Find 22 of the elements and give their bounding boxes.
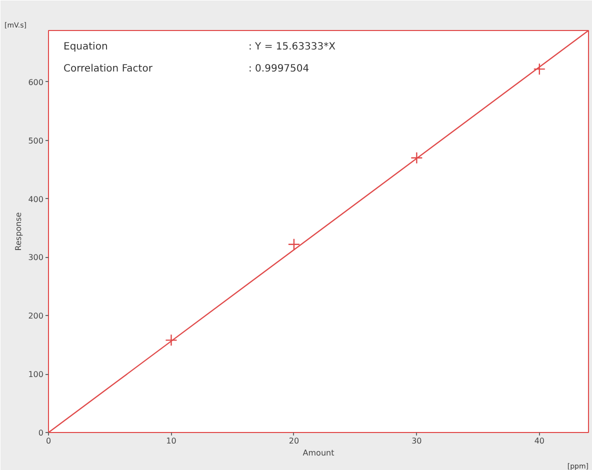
x-tick-label: 20 — [288, 436, 300, 446]
y-tick-label: 100 — [28, 370, 44, 380]
annotation: Equation — [64, 42, 108, 52]
x-tick-label: 10 — [166, 436, 176, 446]
point — [165, 334, 178, 346]
point — [533, 62, 546, 76]
point — [410, 152, 423, 164]
y-tick-label: 0 — [38, 428, 44, 438]
y-tick-label: 200 — [28, 312, 44, 321]
annotation: Correlation Factor — [64, 64, 154, 74]
x-tick-label: 30 — [412, 436, 422, 446]
y-tick-label: 300 — [28, 253, 44, 262]
x-axis-title: Amount — [302, 448, 334, 458]
x-tick-label: 40 — [534, 436, 545, 446]
x-tick-label: 0 — [46, 436, 52, 446]
y-tick-label: 600 — [28, 78, 44, 87]
point — [288, 238, 300, 250]
y-tick-label: 400 — [28, 194, 44, 204]
y-axis-title: Response — [14, 212, 24, 251]
y-tick-label: 500 — [28, 136, 44, 146]
annotation: : 0.9997504 — [248, 64, 310, 74]
annotation: : Y = 15.63333*X — [248, 42, 336, 52]
